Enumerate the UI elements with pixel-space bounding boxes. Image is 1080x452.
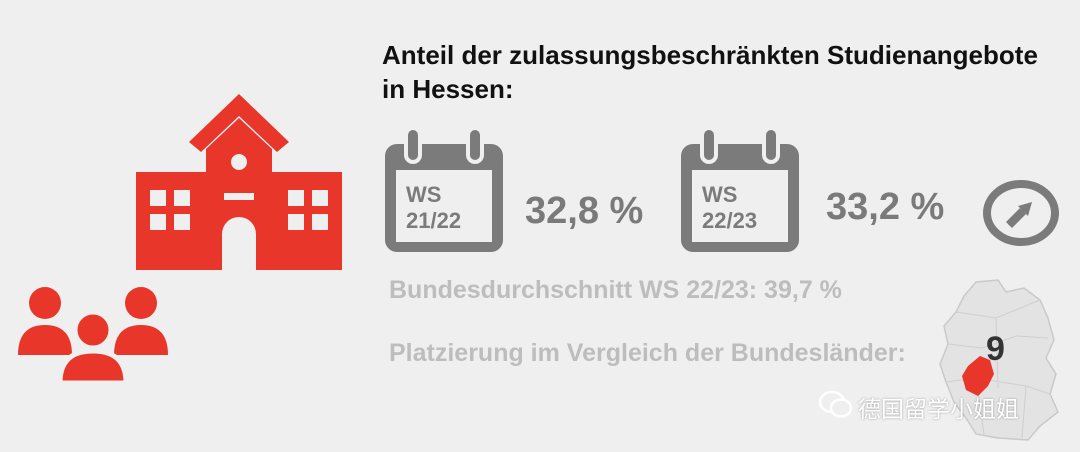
arrow-right-circle-icon[interactable] xyxy=(982,180,1060,246)
title-line-1: Anteil der zulassungsbeschränkten Studie… xyxy=(382,40,1038,70)
semester-2-label-line-2: 22/23 xyxy=(702,208,758,233)
title-line-2: in Hessen: xyxy=(382,74,514,104)
people-group-icon xyxy=(18,287,168,383)
federal-average-text: Bundesdurchschnitt WS 22/23: 39,7 % xyxy=(389,276,842,304)
semester-1-value: 32,8 % xyxy=(525,190,644,232)
calendar-ws-22-23: WS 22/23 xyxy=(678,126,802,256)
ranking-value: 9 xyxy=(986,330,1005,368)
calendar-ws-21-22: WS 21/22 xyxy=(382,126,506,256)
germany-map-icon xyxy=(939,279,1059,441)
semester-2-label-line-1: WS xyxy=(702,182,738,207)
semester-1-label-line-1: WS xyxy=(406,182,442,207)
semester-1-label-line-2: 21/22 xyxy=(406,208,462,233)
wechat-icon xyxy=(818,390,853,418)
calendar-icon xyxy=(681,126,799,252)
page-title: Anteil der zulassungsbeschränkten Studie… xyxy=(382,38,1062,106)
watermark-text: 德国留学小姐姐 xyxy=(858,397,1019,423)
school-building-icon xyxy=(136,94,342,270)
semester-2-value: 33,2 % xyxy=(826,186,945,228)
ranking-label: Platzierung im Vergleich der Bundeslände… xyxy=(389,339,906,367)
calendar-icon xyxy=(385,126,503,252)
